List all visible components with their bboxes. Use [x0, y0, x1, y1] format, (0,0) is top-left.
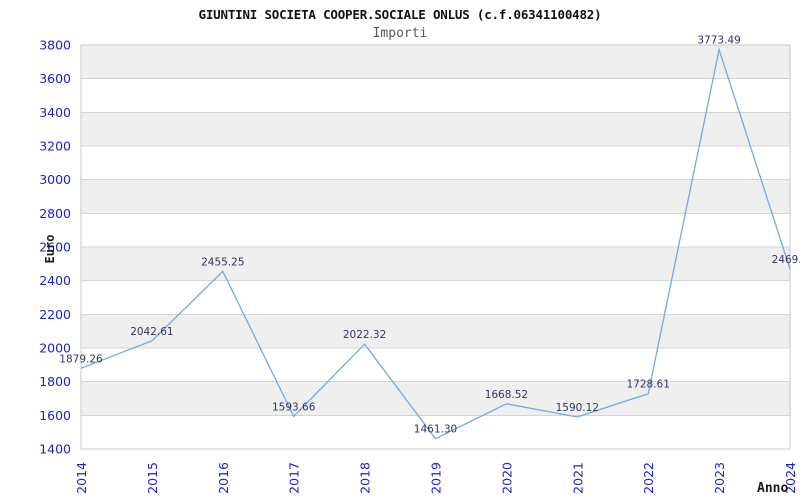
grid-band [81, 314, 790, 348]
y-tick-label: 2600 [39, 240, 71, 255]
y-tick-label: 2400 [39, 273, 71, 288]
x-tick-label: 2015 [145, 462, 160, 494]
point-label: 1668.52 [485, 389, 528, 401]
x-tick-label: 2019 [429, 462, 444, 494]
x-axis-title: Anno [757, 481, 789, 496]
x-tick-label: 2021 [570, 462, 585, 494]
y-tick-label: 1400 [39, 442, 71, 457]
x-tick-label: 2017 [287, 462, 302, 494]
point-label: 1461.30 [414, 424, 457, 436]
grid-band [81, 381, 790, 416]
grid-band [81, 78, 790, 113]
y-tick-label: 3000 [39, 172, 71, 187]
y-tick-label: 2800 [39, 206, 71, 221]
point-label: 2469.5 [772, 254, 800, 266]
grid-band [81, 247, 790, 281]
point-label: 3773.49 [697, 35, 740, 47]
grid-band [81, 280, 790, 315]
x-tick-label: 2024 [783, 462, 798, 494]
y-tick-label: 2000 [39, 341, 71, 356]
y-tick-label: 3800 [39, 38, 71, 53]
point-label: 2022.32 [343, 329, 386, 341]
x-tick-label: 2023 [712, 462, 727, 494]
x-tick-label: 2022 [641, 462, 656, 494]
point-label: 1879.26 [59, 353, 103, 365]
x-tick-label: 2016 [216, 462, 231, 494]
x-tick-label: 2018 [358, 462, 373, 494]
y-axis-title: Euro [43, 234, 57, 264]
grid-band [81, 213, 790, 247]
chart-subtitle: Importi [372, 26, 428, 41]
y-tick-label: 3400 [39, 105, 71, 120]
point-label: 2455.25 [201, 256, 244, 268]
grid-band [81, 415, 790, 449]
grid-band [81, 112, 790, 146]
y-tick-label: 1800 [39, 374, 71, 389]
grid-band [81, 179, 790, 214]
grid-band [81, 146, 790, 180]
y-tick-label: 1600 [39, 408, 71, 423]
grid-band [81, 45, 790, 79]
grid-band [81, 348, 790, 382]
point-label: 1590.12 [556, 402, 599, 414]
point-label: 1728.61 [626, 379, 669, 391]
chart-title: GIUNTINI SOCIETA COOPER.SOCIALE ONLUS (c… [198, 7, 602, 22]
point-label: 1593.66 [272, 401, 316, 413]
x-tick-label: 2014 [74, 462, 89, 494]
plot-border [80, 44, 791, 450]
y-tick-label: 2200 [39, 307, 71, 322]
y-tick-label: 3600 [39, 71, 71, 86]
y-tick-label: 3200 [39, 139, 71, 154]
data-series-line [80, 46, 791, 440]
x-tick-label: 2020 [499, 462, 514, 494]
point-label: 2042.61 [130, 326, 173, 338]
